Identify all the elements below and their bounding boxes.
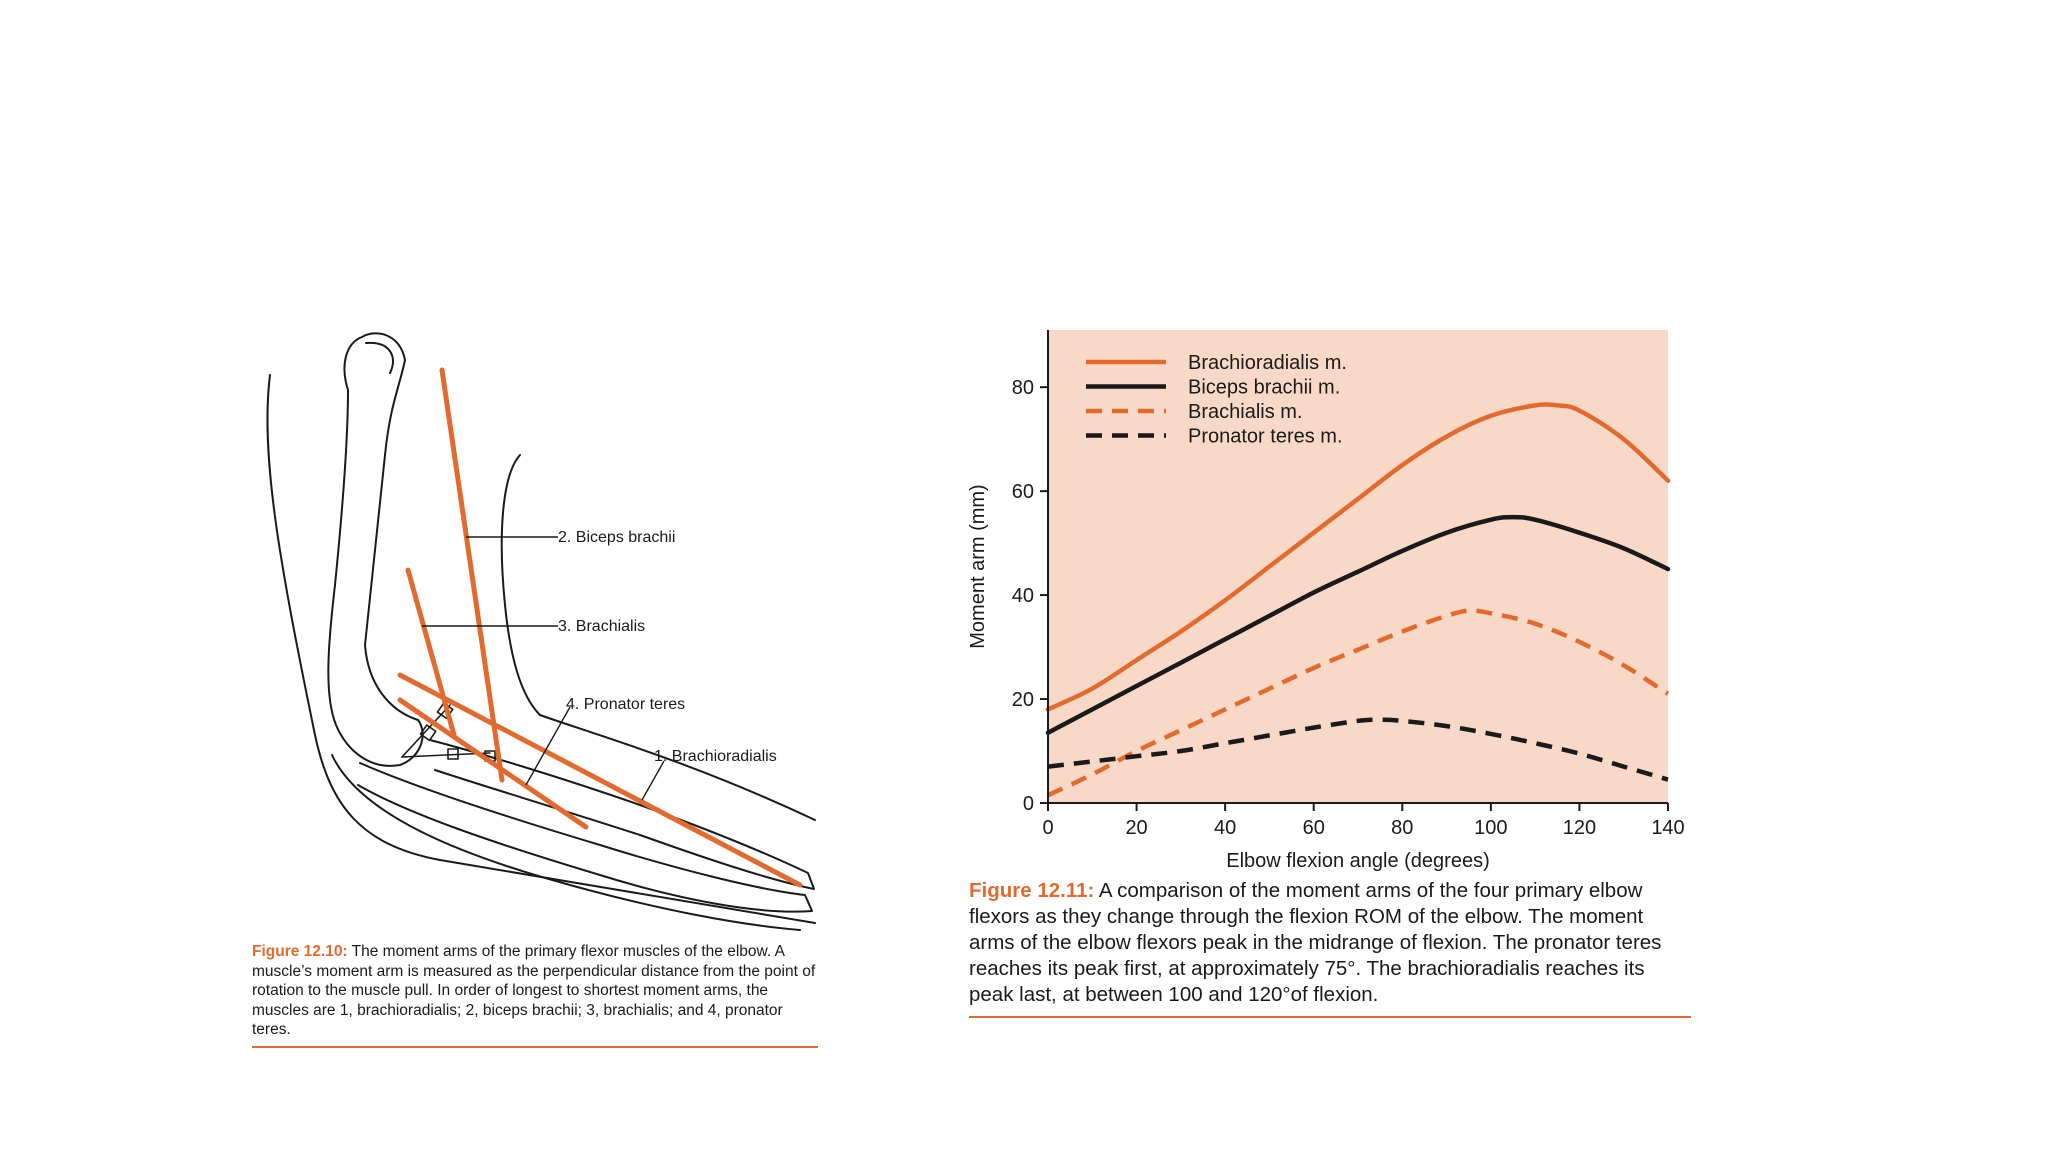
figure-12-10-caption-text: The moment arms of the primary flexor mu… [252,943,816,1038]
biceps-skin-outline [500,454,816,821]
x-tick-label: 40 [1214,817,1236,839]
biceps-line-of-pull [439,367,505,783]
x-tick-label: 120 [1563,817,1596,839]
label-brachialis: 3. Brachialis [558,618,645,635]
y-tick-label: 60 [1012,481,1034,503]
x-tick-label: 100 [1474,817,1507,839]
x-tick-label: 140 [1651,817,1684,839]
series-line-3 [1047,717,1669,782]
forearm-lower-outline [331,754,801,931]
y-tick-label: 0 [1023,793,1034,815]
figure-12-10-label: Figure 12.10: [252,943,348,960]
figure-12-11-label: Figure 12.11: [969,879,1095,902]
brachioradialis-line-of-pull [397,672,803,888]
upper-arm-skin-outline [266,374,816,924]
legend-label: Pronator teres m. [1188,426,1343,448]
series-line-0 [1045,402,1671,712]
legend-label: Brachioradialis m. [1188,352,1347,374]
legend-label: Brachialis m. [1188,401,1302,423]
x-tick-label: 60 [1303,817,1325,839]
y-tick-label: 40 [1012,585,1034,607]
x-tick-label: 0 [1042,817,1053,839]
label-brachioradialis: 1. Brachioradialis [654,748,777,765]
x-tick-label: 20 [1125,817,1147,839]
figure-12-10-caption: Figure 12.10: The moment arms of the pri… [252,942,818,1048]
figure-12-11-caption-text: A comparison of the moment arms of the f… [969,879,1662,1006]
figure-12-11-caption: Figure 12.11: A comparison of the moment… [969,878,1691,1018]
pronator-line-of-pull [397,697,589,830]
legend-label: Biceps brachii m. [1188,377,1340,399]
ulna-bone [357,762,813,913]
x-axis-title: Elbow flexion angle (degrees) [1226,850,1490,872]
humerus-bone [327,332,424,767]
y-axis-title: Moment arm (mm) [967,484,989,648]
y-tick-label: 20 [1012,689,1034,711]
series-line-1 [1045,514,1671,736]
label-pronator-teres: 4. Pronator teres [566,696,685,713]
brachialis-line-of-pull [405,567,457,738]
plot-background [1048,330,1668,803]
series-line-2 [1047,608,1670,798]
y-tick-label: 80 [1012,377,1034,399]
humerus-head [365,341,394,374]
elbow-moment-arm-illustration: 2. Biceps brachii 3. Brachialis 4. Prona… [266,332,816,931]
x-tick-label: 80 [1391,817,1413,839]
label-biceps-brachii: 2. Biceps brachii [558,529,675,546]
